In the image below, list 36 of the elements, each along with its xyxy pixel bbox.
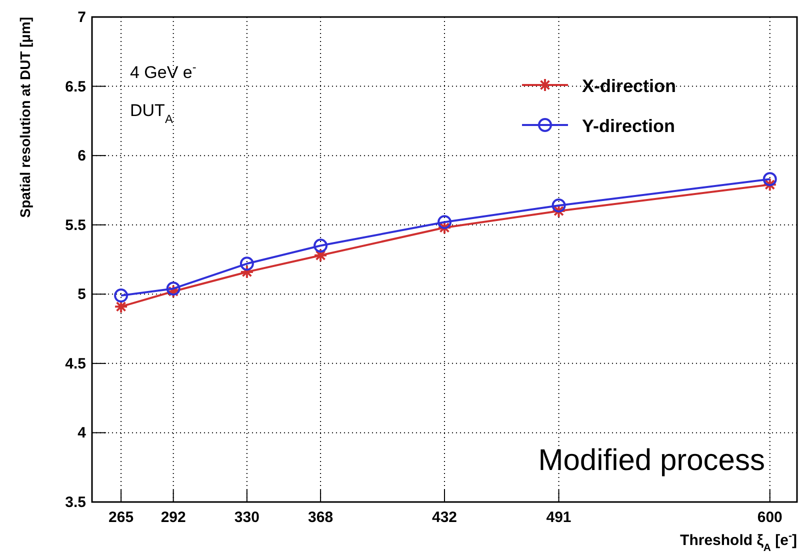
x-tick-label: 292 [160, 509, 186, 526]
point [438, 220, 452, 235]
y-tick-label: 3.5 [65, 494, 86, 511]
point [314, 238, 328, 253]
point [762, 172, 777, 186]
point [166, 284, 180, 298]
x-axis-title: Threshold ξ$_{A}$ [e$^{-}$] [680, 530, 797, 553]
x-tick-label: 330 [234, 509, 260, 526]
point [114, 288, 128, 303]
point [552, 204, 566, 218]
annotation: 4 GeV e$^{-}$ [130, 60, 196, 82]
y-tick-label: 4 [78, 424, 87, 442]
y-tick-label: 5 [78, 286, 86, 304]
x-tick-label: 491 [546, 509, 572, 526]
point [240, 264, 254, 279]
annotation: DUT$_{A}$ [130, 101, 173, 126]
x-tick-label: 368 [308, 509, 334, 526]
y-tick-label: 4.5 [65, 355, 86, 372]
point [240, 256, 254, 271]
y-tick-label: 6 [78, 148, 86, 165]
x-tick-label: 600 [757, 509, 782, 526]
y-axis-title: Spatial resolution at DUT [μm] [17, 17, 33, 218]
y-tick-label: 5.5 [65, 216, 86, 234]
point [166, 282, 180, 296]
point [762, 178, 777, 192]
point [314, 248, 328, 262]
y-tick-label: 7 [78, 9, 86, 26]
point [552, 198, 566, 212]
annotation: Modified process [538, 444, 765, 477]
y-tick-label: 6.5 [65, 78, 86, 96]
point [114, 300, 128, 314]
legend-label: Y-direction [582, 116, 676, 136]
x-tick-label: 432 [432, 509, 458, 526]
legend-label: X-direction [582, 76, 676, 96]
point [438, 215, 452, 230]
x-tick-label: 265 [108, 509, 134, 526]
